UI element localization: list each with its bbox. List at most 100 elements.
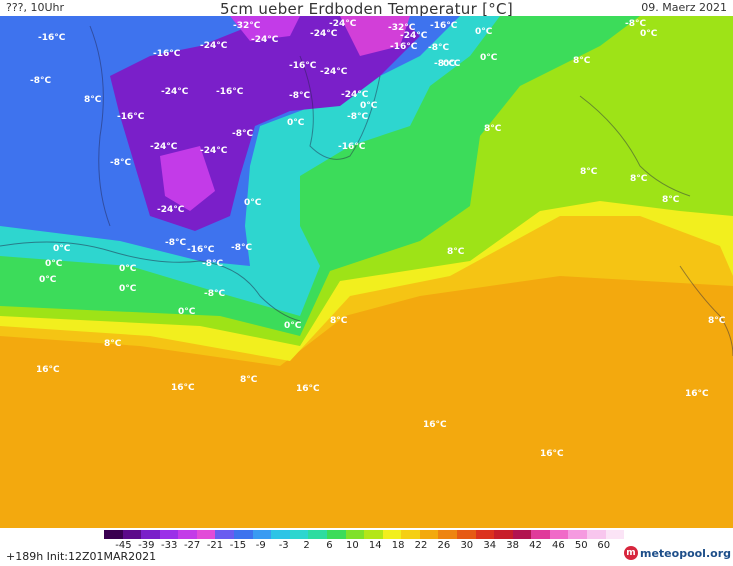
color-scale-tick: 18	[391, 540, 405, 551]
extreme-cold-core	[230, 16, 300, 41]
color-scale-tick: 38	[506, 540, 519, 551]
color-scale-tick: 50	[574, 540, 588, 551]
temp-label: -8°C	[202, 259, 223, 269]
temp-label: 0°C	[53, 244, 71, 254]
color-scale-swatch	[234, 530, 253, 539]
temp-label: -8°C	[625, 19, 646, 29]
logo-text: meteopool.org	[640, 546, 731, 560]
temp-label: -16°C	[38, 33, 66, 43]
temp-label: -8°C	[30, 76, 51, 86]
temp-label: -32°C	[233, 21, 261, 31]
temp-label: -24°C	[310, 29, 338, 39]
temp-label: -24°C	[329, 19, 357, 29]
temp-label: -8°C	[289, 91, 310, 101]
temp-label: 8°C	[330, 316, 348, 326]
color-scale-tick: 6	[326, 540, 333, 551]
coastline-south	[0, 241, 301, 322]
temp-label: -8°C	[347, 112, 368, 122]
color-scale-tick: 34	[483, 540, 497, 551]
color-scale-swatch	[475, 530, 495, 539]
temp-label: 0°C	[39, 275, 57, 285]
extreme-cold-core-2	[340, 16, 410, 56]
temp-label: 8°C	[580, 167, 598, 177]
color-scale-tick: 14	[368, 540, 382, 551]
color-scale-tick: 60	[597, 540, 611, 551]
temp-label: -24°C	[200, 41, 228, 51]
color-scale-tick: -21	[206, 540, 224, 551]
temp-label: -16°C	[187, 245, 215, 255]
temp-label: -32°C	[388, 23, 416, 33]
temp-label: -16°C	[430, 21, 458, 31]
temp-label: 8°C	[573, 56, 591, 66]
temp-label: -16°C	[117, 112, 145, 122]
extreme-cold-core-3	[160, 146, 215, 211]
color-scale-swatch	[178, 530, 197, 539]
color-scale-swatch	[271, 530, 290, 539]
model-run-label: +189h Init:12Z01MAR2021	[6, 550, 157, 563]
color-scale-tick: 22	[414, 540, 428, 551]
color-scale-swatch	[419, 530, 439, 539]
color-scale-swatch	[549, 530, 569, 539]
temperature-labels: -16°C -32°C -24°C -32°C -24°C -16°C -8°C…	[30, 19, 726, 459]
color-scale-swatch	[252, 530, 272, 539]
color-scale-tick: -9	[255, 540, 266, 551]
temp-label: 0°C	[287, 118, 305, 128]
valid-date: 09. Maerz 2021	[641, 1, 727, 14]
temp-label: -8°C	[232, 129, 253, 139]
temp-label: 0°C	[360, 101, 378, 111]
run-time-label: ???, 10Uhr	[6, 1, 65, 14]
temp-label: -8°C	[204, 289, 225, 299]
temp-label: 8°C	[240, 375, 258, 385]
color-scale-bar	[104, 530, 625, 539]
temp-label: 0°C	[475, 27, 493, 37]
temp-label: 0°C	[480, 53, 498, 63]
color-scale-swatch	[122, 530, 142, 539]
temperature-map[interactable]: -16°C -32°C -24°C -32°C -24°C -16°C -8°C…	[0, 16, 733, 528]
color-scale-swatch	[345, 530, 365, 539]
meteopool-logo[interactable]: m meteopool.org	[624, 546, 731, 560]
temp-label: 8°C	[630, 174, 648, 184]
temp-label: -16°C	[390, 42, 418, 52]
temp-label: 8°C	[662, 195, 680, 205]
color-scale-swatch	[215, 530, 235, 539]
map-canvas: -16°C -32°C -24°C -32°C -24°C -16°C -8°C…	[0, 16, 733, 528]
temp-label: 0°C	[443, 59, 461, 69]
color-scale-tick: -27	[183, 540, 201, 551]
color-scale-swatch	[456, 530, 476, 539]
coastline-iberia	[679, 265, 733, 357]
temp-label: -8°C	[434, 59, 455, 69]
color-scale-tick: -3	[278, 540, 289, 551]
temp-label: -24°C	[400, 31, 428, 41]
temp-label: 0°C	[244, 198, 262, 208]
color-scale-tick: 26	[437, 540, 451, 551]
color-scale-tick: 46	[552, 540, 565, 551]
temp-label: 0°C	[284, 321, 302, 331]
temp-label: 16°C	[296, 384, 320, 394]
temp-label: -24°C	[200, 146, 228, 156]
coastline-west	[89, 25, 111, 227]
temp-label: -8°C	[428, 43, 449, 53]
temp-label: 8°C	[708, 316, 726, 326]
color-scale-swatch	[401, 530, 420, 539]
temp-label: 16°C	[685, 389, 709, 399]
temp-label: -8°C	[165, 238, 186, 248]
color-scale-swatch	[196, 530, 216, 539]
color-scale-tick: -39	[138, 540, 155, 551]
map-title: 5cm ueber Erdboden Temperatur [°C]	[220, 0, 513, 18]
color-scale-swatch	[568, 530, 588, 539]
temp-label: -16°C	[216, 87, 244, 97]
footer-bar: -45 -39 -33 -27 -21 -15 -9 -3 2 6 10 14 18 22 26 30 34 38…	[0, 528, 733, 566]
color-scale-swatch	[531, 530, 550, 539]
temp-label: 0°C	[178, 307, 196, 317]
color-scale-swatch	[494, 530, 513, 539]
color-scale-swatch	[512, 530, 532, 539]
temp-label: 0°C	[640, 29, 658, 39]
temp-label: -24°C	[320, 67, 348, 77]
temp-label: -16°C	[338, 142, 366, 152]
color-scale-swatch	[159, 530, 179, 539]
temp-label: -24°C	[251, 35, 279, 45]
temp-label: 16°C	[423, 420, 447, 430]
color-scale-swatch	[605, 530, 625, 539]
color-scale-swatch	[364, 530, 383, 539]
temp-label: 0°C	[119, 284, 137, 294]
